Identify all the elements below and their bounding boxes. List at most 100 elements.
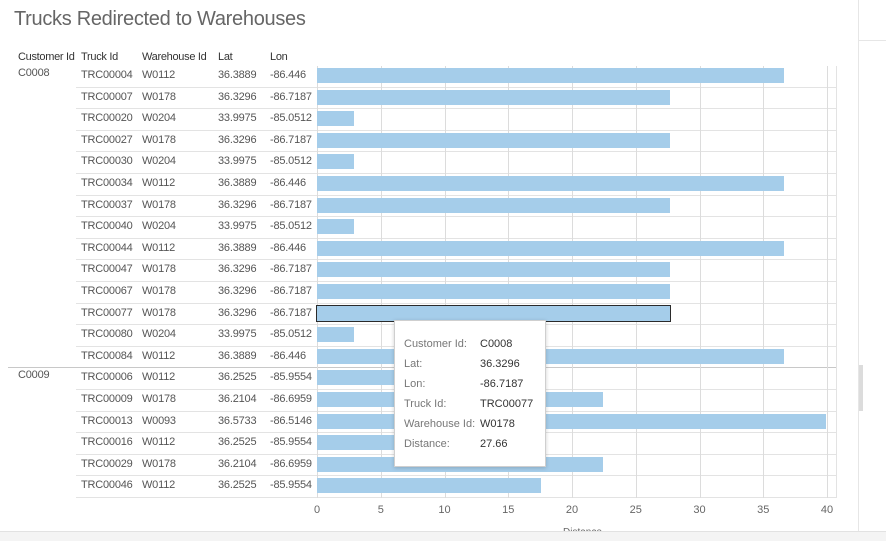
distance-bar[interactable] [317, 111, 354, 127]
gridline [380, 66, 382, 498]
truck-id-cell: TRC00007 [81, 90, 133, 103]
bottom-edge [0, 531, 886, 541]
tooltip-value-lat: 36.3296 [480, 358, 520, 370]
row-divider [76, 237, 836, 239]
truck-id-cell: TRC00029 [81, 457, 133, 470]
truck-id-cell: TRC00016 [81, 436, 133, 449]
col-header-customer-id[interactable]: Customer Id [18, 51, 75, 63]
warehouse-id-cell: W0112 [142, 349, 176, 362]
lat-cell: 36.3296 [218, 285, 257, 297]
truck-id-cell: TRC00006 [81, 371, 133, 384]
lon-cell: -86.446 [270, 241, 306, 254]
lon-cell: -85.0512 [270, 220, 312, 233]
distance-bar[interactable] [317, 327, 354, 343]
lon-cell: -86.446 [270, 349, 306, 362]
truck-id-cell: TRC00034 [81, 177, 133, 189]
lat-cell: 33.9975 [218, 155, 257, 168]
warehouse-id-cell: W0204 [142, 220, 176, 233]
distance-bar[interactable] [317, 197, 670, 213]
tooltip-value-distance: 27.66 [480, 438, 508, 450]
row-divider [76, 173, 836, 174]
tooltip-label-truck-id: Truck Id: [404, 398, 447, 410]
distance-bar[interactable] [317, 132, 670, 148]
row-divider [76, 475, 836, 477]
x-tick-label: 20 [565, 504, 579, 516]
warehouse-id-cell: W0178 [142, 457, 176, 470]
col-header-lon[interactable]: Lon [270, 51, 288, 63]
gridline [699, 66, 701, 498]
lat-cell: 36.3296 [218, 306, 257, 319]
lat-cell: 33.9975 [218, 328, 257, 341]
gridline [317, 66, 318, 498]
lon-cell: -86.446 [270, 69, 306, 81]
distance-bar[interactable] [317, 240, 784, 256]
col-header-warehouse-id[interactable]: Warehouse Id [142, 51, 207, 63]
distance-bar[interactable] [316, 304, 671, 322]
distance-bar[interactable] [317, 348, 784, 364]
warehouse-id-cell: W0178 [142, 393, 176, 405]
warehouse-id-cell: W0093 [142, 414, 176, 427]
gridline [827, 66, 828, 498]
x-tick-label: 30 [693, 504, 706, 516]
gridline [635, 66, 637, 498]
distance-bar[interactable] [317, 154, 354, 170]
col-header-lat[interactable]: Lat [218, 51, 233, 63]
x-tick-label: 5 [377, 504, 384, 516]
row-divider [76, 497, 836, 498]
col-header-truck-id[interactable]: Truck Id [81, 51, 118, 63]
warehouse-id-cell: W0112 [142, 479, 176, 492]
row-divider [76, 151, 836, 153]
distance-bar[interactable] [317, 284, 670, 299]
lat-cell: 36.3889 [218, 177, 257, 189]
x-tick-label: 25 [629, 504, 642, 516]
gridline [763, 66, 765, 498]
lon-cell: -86.7187 [270, 198, 312, 211]
warehouse-id-cell: W0178 [142, 306, 176, 319]
warehouse-id-cell: W0204 [142, 112, 176, 125]
x-tick-label: 10 [438, 504, 451, 516]
lon-cell: -85.9554 [270, 436, 312, 449]
lon-cell: -85.9554 [270, 371, 312, 384]
warehouse-id-cell: W0178 [142, 263, 176, 276]
lon-cell: -86.6959 [270, 393, 312, 405]
gridline [572, 66, 573, 498]
distance-bar[interactable] [317, 176, 784, 191]
gridline [508, 66, 510, 498]
plot-right-border [836, 66, 837, 498]
lon-cell: -85.0512 [270, 328, 312, 341]
truck-id-cell: TRC00044 [81, 241, 133, 254]
lon-cell: -86.6959 [270, 457, 312, 470]
lat-cell: 36.2525 [218, 371, 257, 384]
truck-id-cell: TRC00009 [81, 393, 133, 405]
page-title: Trucks Redirected to Warehouses [14, 8, 306, 30]
gridline [444, 66, 446, 498]
distance-bar[interactable] [317, 262, 670, 278]
row-divider [76, 129, 836, 131]
lat-cell: 36.2104 [218, 393, 257, 405]
distance-bar[interactable] [317, 89, 670, 105]
lat-cell: 36.3889 [218, 241, 257, 254]
distance-bar[interactable] [317, 68, 784, 83]
distance-bar[interactable] [317, 478, 542, 494]
truck-id-cell: TRC00027 [81, 133, 133, 146]
tooltip-label-customer-id: Customer Id: [404, 338, 467, 350]
lon-cell: -86.7187 [270, 285, 312, 297]
tooltip-label-warehouse-id: Warehouse Id: [404, 418, 476, 430]
distance-bar[interactable] [317, 219, 354, 235]
tooltip-label-distance: Distance: [404, 438, 450, 450]
row-divider [76, 302, 836, 304]
warehouse-id-cell: W0112 [142, 371, 176, 384]
lat-cell: 36.3296 [218, 90, 257, 103]
x-tick-label: 40 [820, 504, 834, 516]
warehouse-id-cell: W0204 [142, 155, 176, 168]
x-tick-label: 0 [313, 504, 321, 516]
lat-cell: 36.2104 [218, 457, 257, 470]
truck-id-cell: TRC00077 [81, 306, 133, 319]
tooltip-label-lat: Lat: [404, 358, 423, 370]
scrollbar-thumb[interactable] [859, 365, 863, 411]
warehouse-id-cell: W0112 [142, 241, 176, 254]
x-axis-label: Distance [563, 527, 602, 533]
truck-id-cell: TRC00084 [81, 349, 133, 362]
lon-cell: -85.0512 [270, 155, 312, 168]
warehouse-id-cell: W0178 [142, 198, 176, 211]
